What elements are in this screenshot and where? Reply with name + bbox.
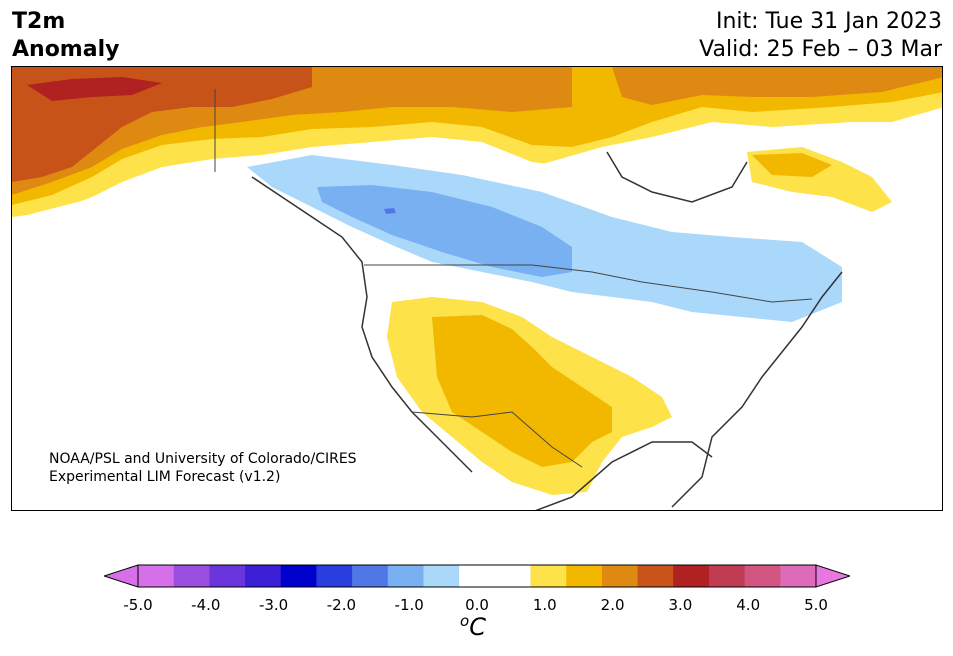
colorbar-over-arrow [815,564,850,588]
colorbar-cell [316,565,353,587]
colorbar-cells [138,565,817,587]
credit-line1: NOAA/PSL and University of Colorado/CIRE… [49,451,357,467]
colorbar-cell [744,565,781,587]
unit-superscript: o [460,612,470,630]
colorbar-tick-label: 5.0 [804,596,828,614]
colorbar-cell [352,565,389,587]
colorbar-cell [601,565,639,587]
hudson-bay-coast [606,151,748,203]
colorbar-cell [673,565,710,587]
colorbar-cell [708,565,746,587]
colorbar-tick-label: -5.0 [123,596,153,614]
colorbar-under-arrow [104,564,139,588]
forecast-dates: Init: Tue 31 Jan 2023 Valid: 25 Feb – 03… [699,8,942,64]
colorbar-tick-label: -3.0 [258,596,289,614]
credit-text: NOAA/PSL and University of Colorado/CIRE… [49,450,357,486]
colorbar-tick-label: 2.0 [600,596,625,614]
colorbar-cell [566,565,603,587]
colorbar-cell [209,565,246,587]
cold-region-core [384,208,396,214]
colorbar-cell [780,565,817,587]
title-anomaly: Anomaly [12,37,120,62]
colorbar-cell [637,565,674,587]
cold-region-inner [317,185,572,277]
colorbar-tick-label: 0.0 [465,596,489,614]
coastline-west [251,176,473,473]
colorbar-tick-label: -4.0 [191,596,221,614]
colorbar-tick-label: 3.0 [668,596,693,614]
title-variable: T2m [12,9,66,34]
colorbar-cell [494,565,532,587]
colorbar-frame [137,564,817,588]
map-graphic [12,67,942,510]
colorbar-cell [459,565,496,587]
colorbar-ticks: -5.0 -4.0 -3.0 -2.0 -1.0 0.0 1.0 2.0 3.0 4.0 5.0 [0,596,953,616]
valid-period: Valid: 25 Feb – 03 Mar [699,37,942,62]
colorbar-cell [138,565,175,587]
coastline-gulf [535,441,713,510]
warm-region-labrador-inner [752,153,832,177]
colorbar-unit: oC [460,612,486,641]
border-us-canada [364,264,813,303]
init-date: Init: Tue 31 Jan 2023 [715,9,942,34]
colorbar-tick-label: -2.0 [326,596,357,614]
border-us-mexico [411,411,583,468]
colorbar-tick-label: -1.0 [394,596,424,614]
map-title: T2m Anomaly [12,8,119,64]
colorbar-cell [245,565,282,587]
colorbar-tick-label: 1.0 [532,596,557,614]
unit-base: C [469,613,486,641]
credit-line2: Experimental LIM Forecast (v1.2) [49,469,281,485]
coastline-east [671,271,843,508]
colorbar-cell [530,565,567,587]
anomaly-map: NOAA/PSL and University of Colorado/CIRE… [11,66,943,511]
warm-region-south-inner [432,315,612,467]
colorbar-cell [423,565,460,587]
colorbar-cell [387,565,424,587]
colorbar-cell [173,565,210,587]
colorbar-cell [280,565,317,587]
colorbar-tick-label: 4.0 [736,596,761,614]
warm-region-alaska-core [27,77,162,101]
colorbar [104,564,850,588]
